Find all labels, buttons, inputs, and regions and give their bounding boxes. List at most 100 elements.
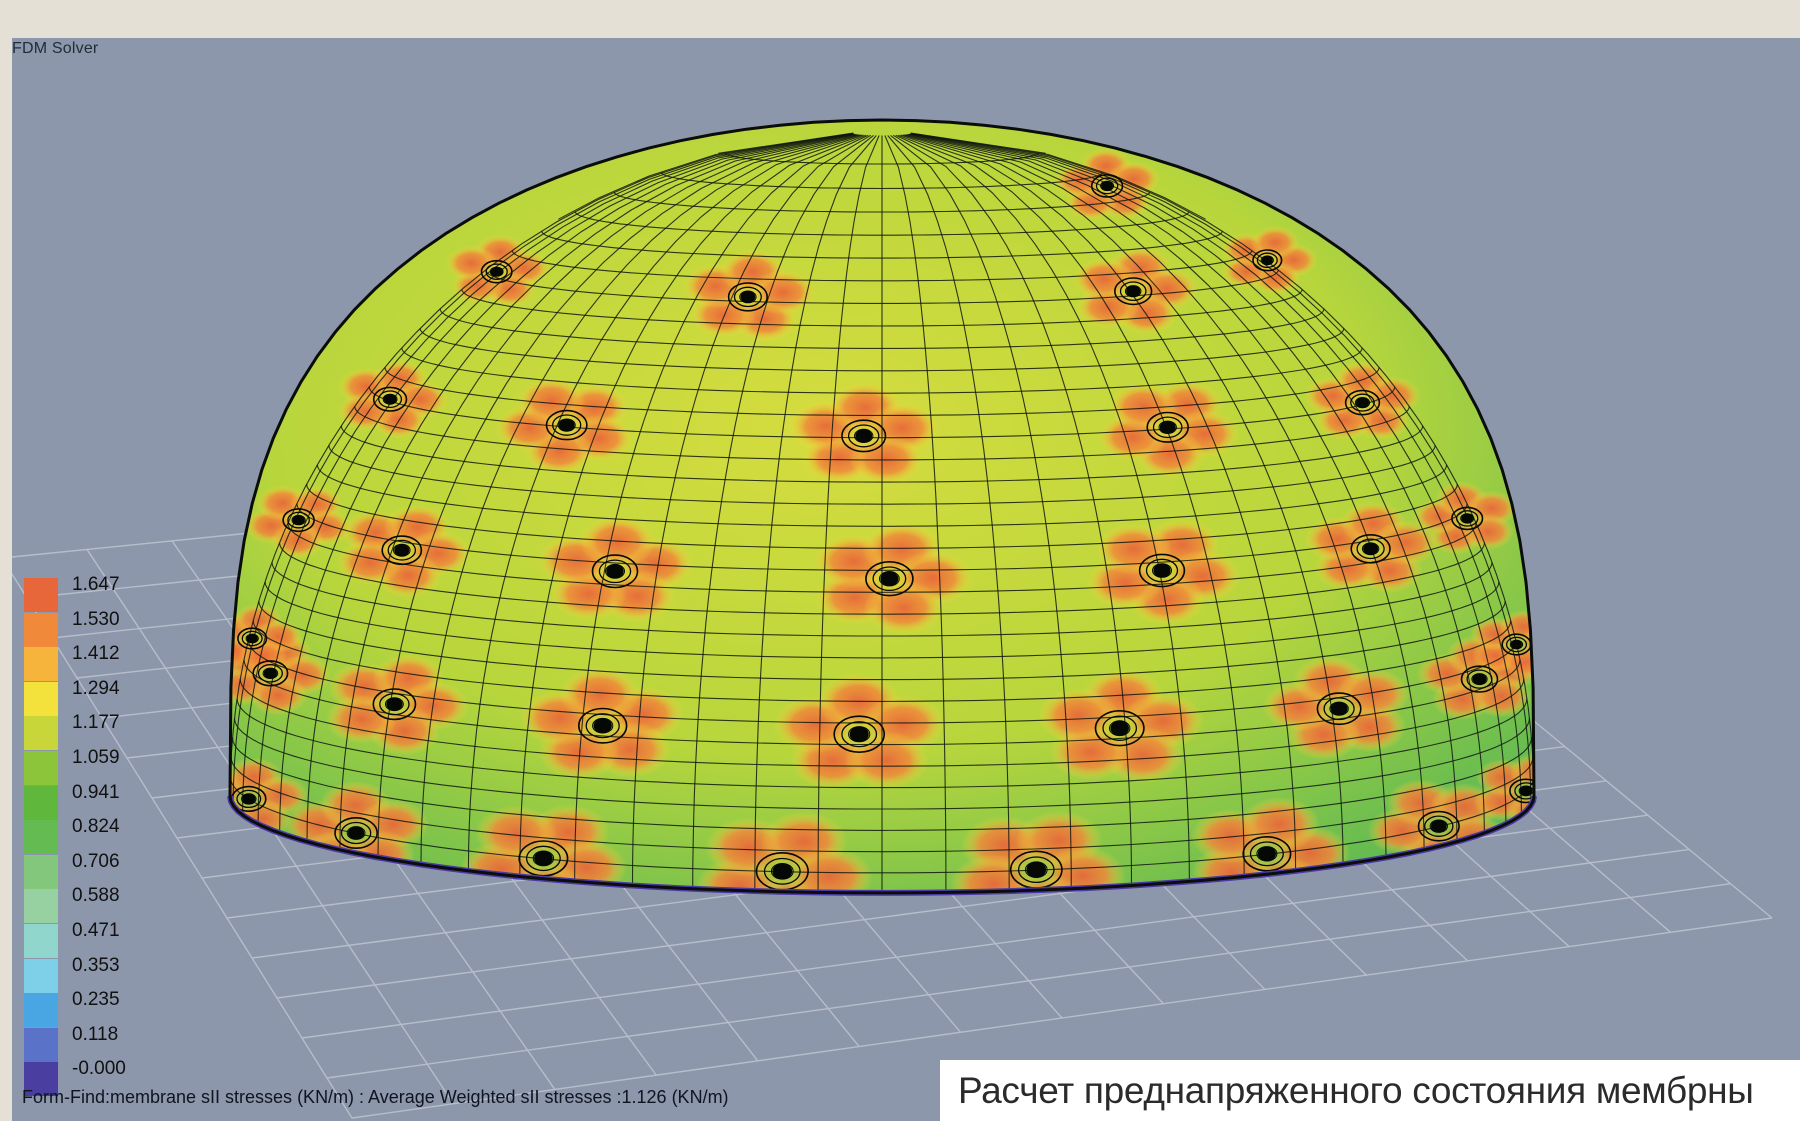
caption-box: Расчет преднапряженного состояния мембрн… <box>940 1060 1800 1121</box>
node-ring <box>847 424 880 448</box>
node-ring <box>1350 533 1391 564</box>
stress-petal <box>1239 797 1320 852</box>
node-core <box>855 429 873 443</box>
node-core <box>1519 786 1533 796</box>
window-title: FDM Solver <box>12 40 99 57</box>
stress-petal <box>579 515 656 568</box>
mesh-parallel <box>233 718 1531 810</box>
legend-label: 0.824 <box>72 816 120 838</box>
node-core <box>849 726 869 742</box>
node-ring <box>1323 697 1355 721</box>
node-ring <box>287 511 310 529</box>
node-ring <box>598 559 632 584</box>
node-ring <box>1256 252 1278 269</box>
node-ring <box>865 560 914 597</box>
node-core <box>383 394 397 405</box>
node-ring <box>372 386 408 412</box>
node-ring <box>552 414 582 436</box>
stress-petal <box>336 539 404 586</box>
node-ring <box>1460 665 1499 693</box>
mesh-parallel <box>354 406 1410 461</box>
node-core <box>606 564 624 579</box>
node-ring <box>1350 393 1375 412</box>
mesh-parallel <box>230 756 1534 853</box>
mesh-parallel <box>258 601 1506 681</box>
node-ring <box>1424 815 1454 837</box>
node-ring <box>525 845 561 872</box>
legend-swatch <box>24 924 58 958</box>
node-core <box>292 515 305 525</box>
node-ring <box>1090 173 1124 198</box>
mesh-parallel <box>384 367 1380 416</box>
node-ring <box>252 660 289 687</box>
legend-label: 0.353 <box>72 954 120 976</box>
node-core <box>880 571 899 586</box>
mesh-parallel <box>511 250 1253 282</box>
mesh-parallel <box>541 230 1223 259</box>
node-core <box>490 267 503 277</box>
node-core <box>1101 181 1113 191</box>
mesh-parallel <box>574 211 1190 236</box>
stress-petal <box>1501 645 1534 679</box>
node-ring <box>1017 856 1055 884</box>
legend-swatch <box>24 1027 58 1062</box>
node-ring <box>1138 553 1186 588</box>
caption-text: Расчет преднапряженного состояния мембрн… <box>958 1070 1754 1111</box>
legend-swatch <box>24 716 58 751</box>
node-ring <box>1514 782 1534 800</box>
window-frame-top <box>0 0 1800 38</box>
node-ring <box>1145 558 1179 583</box>
3d-viewport[interactable] <box>12 38 1800 1121</box>
node-ring <box>833 715 886 754</box>
legend-label: 1.059 <box>72 747 120 768</box>
mesh-parallel <box>278 542 1486 615</box>
node-ring <box>237 627 268 650</box>
stress-petal <box>445 245 498 281</box>
node-core <box>1110 720 1129 736</box>
node-ring <box>241 793 257 805</box>
node-core <box>263 668 277 679</box>
legend-swatch <box>24 993 58 1028</box>
node-core <box>386 697 403 711</box>
node-ring <box>340 821 372 845</box>
mesh-parallel <box>264 581 1500 659</box>
node-ring <box>1509 778 1534 804</box>
grid-line <box>326 883 1731 1079</box>
legend-swatch <box>24 1062 58 1097</box>
window-frame-left <box>0 38 12 1121</box>
mesh-parallel <box>340 425 1424 483</box>
node-core <box>1472 673 1487 685</box>
scene-canvas[interactable] <box>12 38 1800 1121</box>
stress-petal <box>1072 257 1135 301</box>
stress-petal <box>1528 773 1534 811</box>
node-ring <box>1095 177 1119 195</box>
stress-petal <box>517 377 586 425</box>
node-core <box>1261 255 1273 265</box>
node-ring <box>378 390 403 409</box>
mesh-parallel <box>401 347 1363 394</box>
legend-swatch <box>24 889 58 924</box>
node-ring <box>577 707 628 744</box>
mesh-parallel <box>328 445 1436 505</box>
node-ring <box>1505 636 1528 653</box>
node-ring <box>236 789 262 809</box>
legend-label: 0.118 <box>72 1023 119 1045</box>
node-core <box>242 793 256 805</box>
node-core <box>1356 397 1369 408</box>
mesh-parallel <box>316 464 1448 527</box>
node-core <box>593 718 612 733</box>
node-ring <box>257 664 283 683</box>
node-core <box>1330 702 1348 716</box>
node-ring <box>387 539 417 561</box>
node-core <box>348 826 365 840</box>
node-ring <box>334 816 379 849</box>
membrane-dome[interactable] <box>192 118 1583 934</box>
node-ring <box>1152 416 1183 439</box>
node-ring <box>1146 411 1189 443</box>
node-ring <box>1451 506 1484 531</box>
mesh-meridian <box>718 132 854 154</box>
node-core <box>246 634 258 643</box>
node-core <box>1153 563 1171 578</box>
node-core <box>1431 819 1447 833</box>
node-core <box>534 851 553 866</box>
